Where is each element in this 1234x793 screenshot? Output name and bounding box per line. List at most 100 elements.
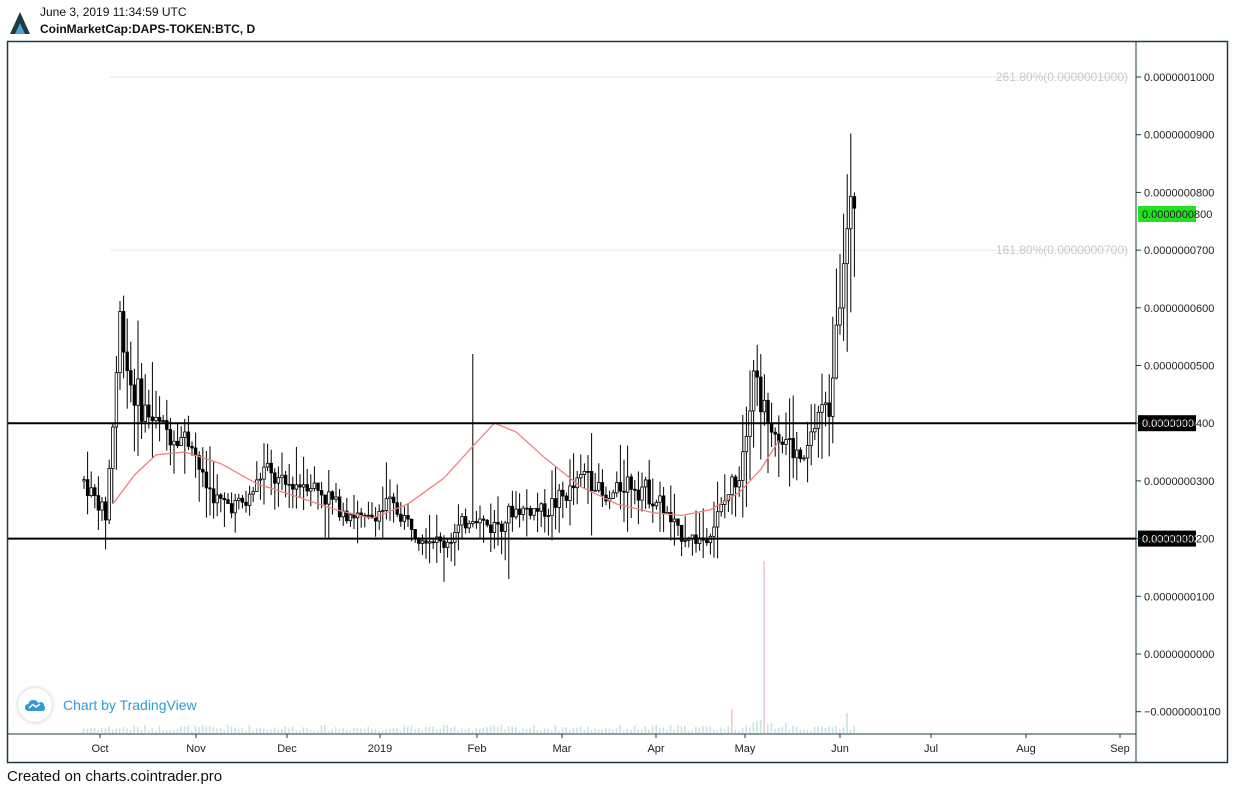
volume-bar	[291, 726, 294, 733]
volume-bar	[191, 730, 193, 733]
volume-bar	[648, 729, 650, 733]
volume-bar	[381, 730, 384, 733]
x-tick-label: Sep	[1110, 743, 1130, 755]
candle-body	[525, 507, 529, 510]
candle-body	[147, 404, 151, 418]
volume-bar	[738, 730, 740, 733]
candle-body	[280, 474, 284, 479]
candle-body	[157, 417, 162, 422]
candle-body	[478, 518, 482, 524]
volume-bar	[147, 730, 150, 733]
candle-body	[582, 470, 587, 475]
candle-body	[388, 496, 392, 500]
candle-body	[809, 431, 813, 446]
candle-body	[553, 498, 558, 508]
candle-body	[561, 489, 565, 497]
volume-bar	[626, 728, 629, 733]
volume-bar	[684, 725, 686, 733]
volume-bar	[313, 730, 315, 733]
candle-body	[784, 439, 788, 445]
candle-body	[510, 505, 515, 518]
candle-body	[777, 433, 781, 443]
candle-body	[391, 496, 396, 504]
volume-bar	[403, 725, 405, 733]
candle-body	[852, 196, 857, 209]
candle-body	[413, 529, 417, 539]
watermark-label: Chart by TradingView	[63, 697, 197, 713]
volume-bar	[327, 730, 330, 733]
volume-bar	[126, 728, 128, 733]
volume-bars	[83, 561, 855, 733]
volume-bar	[720, 727, 722, 733]
candle-body	[384, 498, 389, 511]
candle-body	[118, 311, 122, 374]
candle-body	[100, 501, 104, 511]
candle-body	[705, 539, 709, 544]
candle-body	[813, 427, 817, 433]
tradingview-watermark[interactable]: Chart by TradingView	[18, 688, 197, 722]
volume-bar	[565, 727, 567, 733]
candle-body	[507, 505, 511, 524]
volume-bar	[234, 727, 236, 733]
candle-body	[262, 466, 266, 480]
volume-bar	[525, 728, 528, 733]
candle-body	[402, 515, 407, 522]
candle-body	[111, 426, 115, 469]
candle-body	[741, 451, 745, 481]
volume-bar	[374, 729, 377, 733]
volume-bar	[572, 727, 575, 733]
volume-bar	[187, 725, 189, 733]
volume-bar	[468, 728, 470, 733]
volume-bar	[817, 726, 819, 733]
candle-body	[805, 445, 810, 459]
candle-body	[265, 462, 270, 468]
y-tick-label: 0.0000000600	[1144, 303, 1214, 315]
volume-bar	[453, 726, 456, 733]
candle-body	[150, 416, 155, 422]
volume-bar	[363, 728, 366, 733]
last-price-box	[1138, 206, 1196, 222]
volume-bar	[803, 729, 805, 733]
volume-bar	[435, 729, 438, 733]
candle-body	[611, 492, 615, 499]
time-axis: Oct Nov Dec 2019 Feb Mar Apr May Jun Jul Aug Sep	[91, 734, 1130, 755]
candle-body	[514, 508, 518, 518]
candle-body	[712, 526, 716, 537]
candle-body	[780, 441, 785, 445]
candle-body	[139, 378, 144, 422]
volume-bar	[241, 728, 243, 733]
volume-bar	[263, 728, 265, 733]
volume-bar	[659, 728, 661, 733]
candle-body	[366, 514, 371, 517]
candle-body	[204, 471, 209, 489]
candle-body	[435, 536, 439, 543]
candle-body	[517, 508, 522, 515]
candle-body	[215, 494, 219, 504]
volume-bar	[536, 729, 539, 733]
candle-body	[240, 497, 245, 503]
volume-bar	[741, 727, 744, 733]
volume-bar	[547, 728, 549, 733]
volume-bar	[389, 728, 391, 733]
volume-bar	[749, 727, 751, 733]
volume-bar	[320, 725, 323, 733]
candle-body	[816, 411, 821, 429]
volume-bar	[378, 730, 380, 733]
volume-bar	[759, 719, 762, 733]
candle-body	[762, 399, 767, 413]
volume-bar	[792, 725, 794, 733]
volume-bar	[173, 730, 175, 733]
volume-bar	[371, 728, 373, 733]
volume-bar	[475, 727, 477, 733]
volume-bar	[605, 727, 607, 733]
volume-bar	[745, 725, 747, 733]
candle-body	[244, 501, 248, 506]
volume-bar	[162, 730, 164, 733]
candle-body	[795, 449, 799, 459]
volume-bar	[705, 726, 708, 733]
candle-body	[849, 196, 853, 230]
candle-body	[449, 541, 453, 544]
volume-bar	[673, 729, 675, 733]
candle-body	[197, 455, 201, 470]
